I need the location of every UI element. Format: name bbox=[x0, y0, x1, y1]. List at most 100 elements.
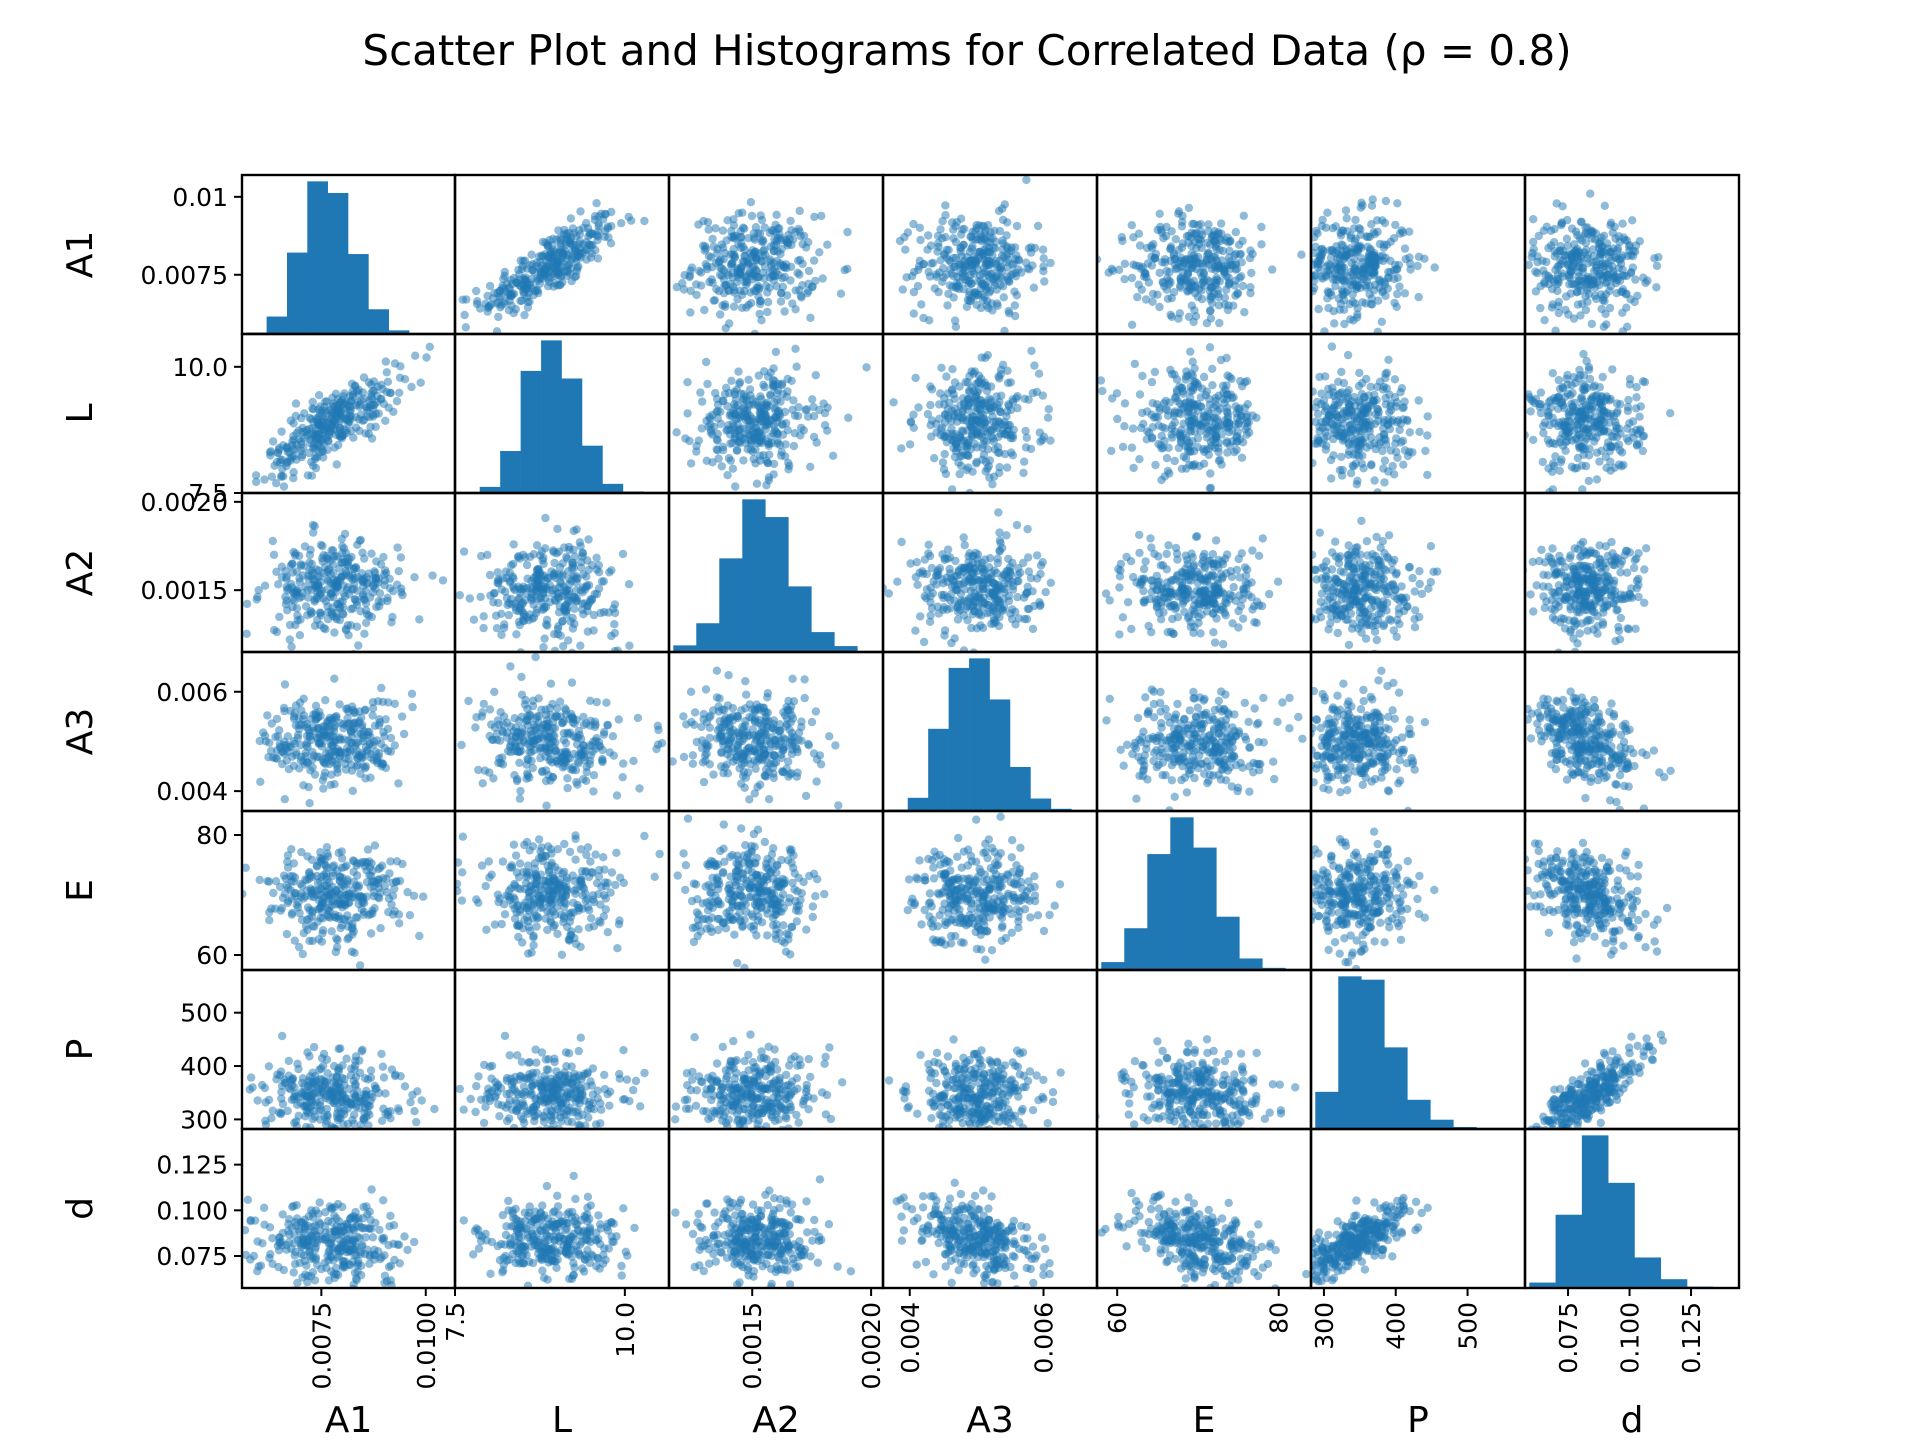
scatter-point bbox=[804, 266, 814, 276]
scatter-point bbox=[1652, 283, 1661, 292]
scatter-point bbox=[978, 295, 988, 305]
scatter-point bbox=[763, 307, 772, 317]
scatter-point bbox=[1367, 460, 1376, 469]
scatter-point bbox=[1577, 403, 1586, 412]
scatter-points bbox=[672, 198, 852, 334]
scatter-point bbox=[1186, 347, 1195, 356]
scatter-point bbox=[903, 228, 913, 237]
scatter-point bbox=[1596, 270, 1605, 279]
scatter-point bbox=[549, 547, 558, 557]
scatter-point bbox=[1141, 295, 1151, 304]
scatter-point bbox=[1654, 253, 1663, 262]
scatter-point bbox=[1317, 389, 1326, 398]
scatter-point bbox=[955, 469, 964, 479]
scatter-point bbox=[1342, 498, 1350, 506]
scatter-point bbox=[322, 397, 331, 406]
scatter-point bbox=[1041, 587, 1050, 597]
scatter-point bbox=[985, 288, 994, 297]
scatter-point bbox=[286, 561, 295, 570]
scatter-point bbox=[747, 211, 757, 221]
scatter-point bbox=[1530, 398, 1539, 408]
scatter-point bbox=[1624, 437, 1633, 446]
scatter-point bbox=[945, 281, 955, 290]
scatter-point bbox=[913, 580, 922, 589]
scatter-point bbox=[1000, 200, 1009, 209]
histogram-bar bbox=[388, 330, 410, 334]
scatter-point bbox=[1311, 233, 1319, 242]
scatter-point bbox=[970, 393, 980, 402]
scatter-point bbox=[251, 471, 261, 480]
scatter-point bbox=[705, 412, 714, 421]
scatter-point bbox=[1592, 475, 1602, 484]
scatter-point bbox=[330, 420, 340, 429]
scatter-point bbox=[1220, 293, 1230, 302]
scatter-point bbox=[1311, 256, 1314, 265]
scatter-point bbox=[1183, 371, 1192, 380]
scatter-point bbox=[1595, 237, 1605, 246]
scatter-point bbox=[368, 588, 378, 597]
scatter-point bbox=[1146, 534, 1155, 543]
scatter-point bbox=[551, 596, 560, 606]
scatter-point bbox=[1327, 245, 1337, 255]
scatter-point bbox=[327, 546, 336, 555]
histogram-bar bbox=[719, 558, 743, 652]
scatter-point bbox=[1380, 507, 1388, 515]
scatter-point bbox=[1004, 276, 1013, 286]
scatter-point bbox=[321, 597, 330, 606]
scatter-point bbox=[1177, 243, 1187, 252]
scatter-point bbox=[1573, 420, 1582, 429]
scatter-point bbox=[1000, 418, 1009, 427]
scatter-point bbox=[1237, 272, 1246, 281]
scatter-point bbox=[540, 634, 549, 643]
scatter-point bbox=[739, 390, 749, 399]
scatter-point bbox=[939, 579, 948, 588]
scatter-point bbox=[1295, 436, 1303, 444]
scatter-point bbox=[260, 475, 269, 484]
scatter-point bbox=[1176, 256, 1185, 265]
scatter-point bbox=[552, 261, 561, 270]
scatter-point bbox=[568, 613, 577, 623]
scatter-point bbox=[573, 263, 582, 273]
scatter-point bbox=[1187, 228, 1196, 237]
scatter-point bbox=[987, 398, 996, 407]
scatter-point bbox=[318, 447, 327, 456]
scatter-point bbox=[1014, 614, 1024, 623]
scatter-point bbox=[289, 474, 298, 483]
scatter-point bbox=[1311, 458, 1317, 468]
scatter-point bbox=[1233, 289, 1242, 299]
scatter-point bbox=[483, 550, 492, 560]
scatter-point bbox=[1584, 362, 1594, 372]
scatter-point bbox=[938, 458, 948, 467]
scatter-point bbox=[1130, 359, 1140, 369]
scatter-point bbox=[991, 273, 1001, 282]
scatter-point bbox=[1374, 296, 1383, 305]
scatter-point bbox=[476, 592, 485, 602]
scatter-point bbox=[287, 579, 296, 589]
scatter-point bbox=[1202, 258, 1211, 267]
scatter-point bbox=[1225, 237, 1235, 246]
scatter-point bbox=[775, 230, 784, 239]
scatter-point bbox=[1357, 198, 1366, 207]
scatter-point bbox=[348, 604, 358, 613]
scatter-point bbox=[889, 398, 898, 407]
scatter-point bbox=[1197, 294, 1207, 304]
scatter-point bbox=[593, 254, 603, 263]
scatter-point bbox=[1632, 382, 1641, 392]
scatter-point bbox=[1127, 443, 1137, 452]
scatter-point bbox=[1139, 419, 1148, 428]
scatter-point bbox=[1343, 350, 1353, 360]
scatter-point bbox=[297, 413, 306, 423]
scatter-point bbox=[1186, 382, 1195, 392]
scatter-point bbox=[1562, 234, 1572, 243]
scatter-point bbox=[729, 233, 739, 242]
scatter-point bbox=[1226, 441, 1235, 450]
scatter-point bbox=[1039, 267, 1048, 276]
scatter-point bbox=[803, 412, 813, 421]
scatter-point bbox=[415, 615, 424, 624]
scatter-point bbox=[1199, 372, 1209, 382]
scatter-point bbox=[1162, 454, 1172, 463]
scatter-point bbox=[428, 571, 437, 580]
scatter-point bbox=[1128, 424, 1138, 433]
scatter-point bbox=[1219, 640, 1228, 649]
scatter-point bbox=[976, 235, 986, 244]
